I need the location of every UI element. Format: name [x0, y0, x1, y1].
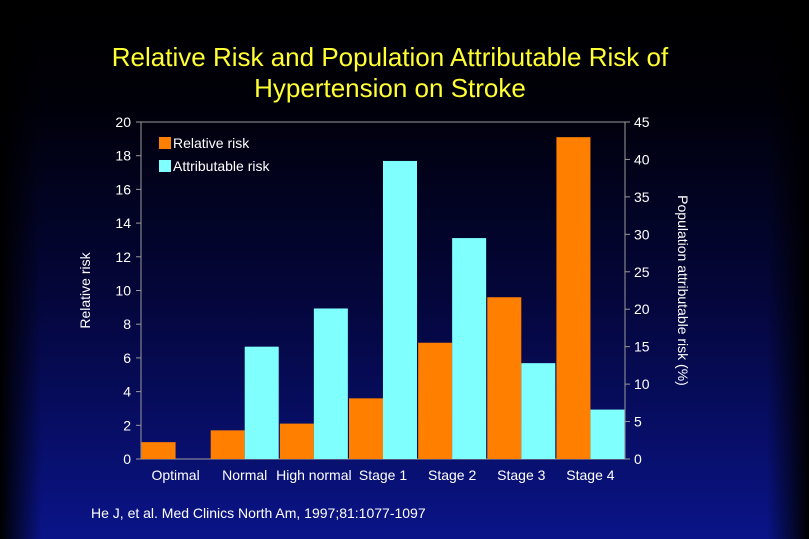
relative-risk-bar: [349, 398, 383, 459]
x-axis-category-label: Stage 2: [428, 467, 476, 483]
relative-risk-bar: [418, 342, 453, 459]
legend-swatch: [159, 160, 171, 172]
attributable-risk-bar: [383, 160, 417, 460]
left-axis-tick-label: 10: [115, 283, 131, 299]
right-axis-tick-label: 25: [634, 264, 650, 280]
attributable-risk-bar: [244, 346, 279, 459]
citation: He J, et al. Med Clinics North Am, 1997;…: [91, 505, 426, 521]
legend-swatch: [159, 137, 171, 149]
left-axis-title: Relative risk: [77, 251, 93, 328]
right-axis-tick-label: 20: [634, 301, 650, 317]
attributable-risk-bar: [521, 363, 556, 459]
right-axis-title: Population attributable risk (%): [675, 195, 691, 386]
legend-label: Relative risk: [173, 135, 250, 151]
right-axis-tick-label: 15: [634, 339, 650, 355]
right-axis-tick-label: 45: [634, 114, 650, 130]
x-axis-category-label: Normal: [222, 467, 267, 483]
attributable-risk-bar: [590, 409, 625, 459]
right-axis-tick-label: 10: [634, 376, 650, 392]
x-axis-category-label: Optimal: [151, 467, 199, 483]
left-edge-shade: [0, 0, 42, 539]
title-line-2: Hypertension on Stroke: [254, 73, 526, 103]
right-edge-shade: [767, 0, 809, 539]
relative-risk-bar: [556, 137, 591, 460]
left-axis-tick-label: 6: [123, 350, 131, 366]
relative-risk-bar: [279, 423, 314, 459]
chart-title: Relative Risk and Population Attributabl…: [40, 42, 740, 104]
x-axis-category-label: Stage 4: [566, 467, 614, 483]
left-axis-tick-label: 8: [123, 316, 131, 332]
x-axis-category-label: Stage 1: [359, 467, 407, 483]
x-axis-category-label: Stage 3: [497, 467, 545, 483]
right-axis-tick-label: 0: [634, 451, 642, 467]
title-line-1: Relative Risk and Population Attributabl…: [111, 42, 669, 72]
right-axis-tick-label: 30: [634, 226, 650, 242]
right-axis-tick-label: 35: [634, 189, 650, 205]
left-axis-tick-label: 0: [123, 451, 131, 467]
left-axis-tick-label: 14: [115, 215, 131, 231]
left-axis-tick-label: 18: [115, 148, 131, 164]
relative-risk-bar: [487, 297, 522, 459]
left-axis-tick-label: 16: [115, 181, 131, 197]
attributable-risk-bar: [452, 238, 487, 459]
relative-risk-bar: [141, 442, 176, 459]
left-axis-tick-label: 12: [115, 249, 131, 265]
relative-risk-bar: [210, 430, 245, 459]
attributable-risk-bar: [313, 308, 348, 459]
right-axis-tick-label: 5: [634, 414, 642, 430]
right-axis-tick-label: 40: [634, 151, 650, 167]
x-axis-category-label: High normal: [276, 467, 351, 483]
left-axis-tick-label: 20: [115, 114, 131, 130]
left-axis-tick-label: 4: [123, 384, 131, 400]
legend-label: Attributable risk: [173, 158, 270, 174]
left-axis-tick-label: 2: [123, 417, 131, 433]
